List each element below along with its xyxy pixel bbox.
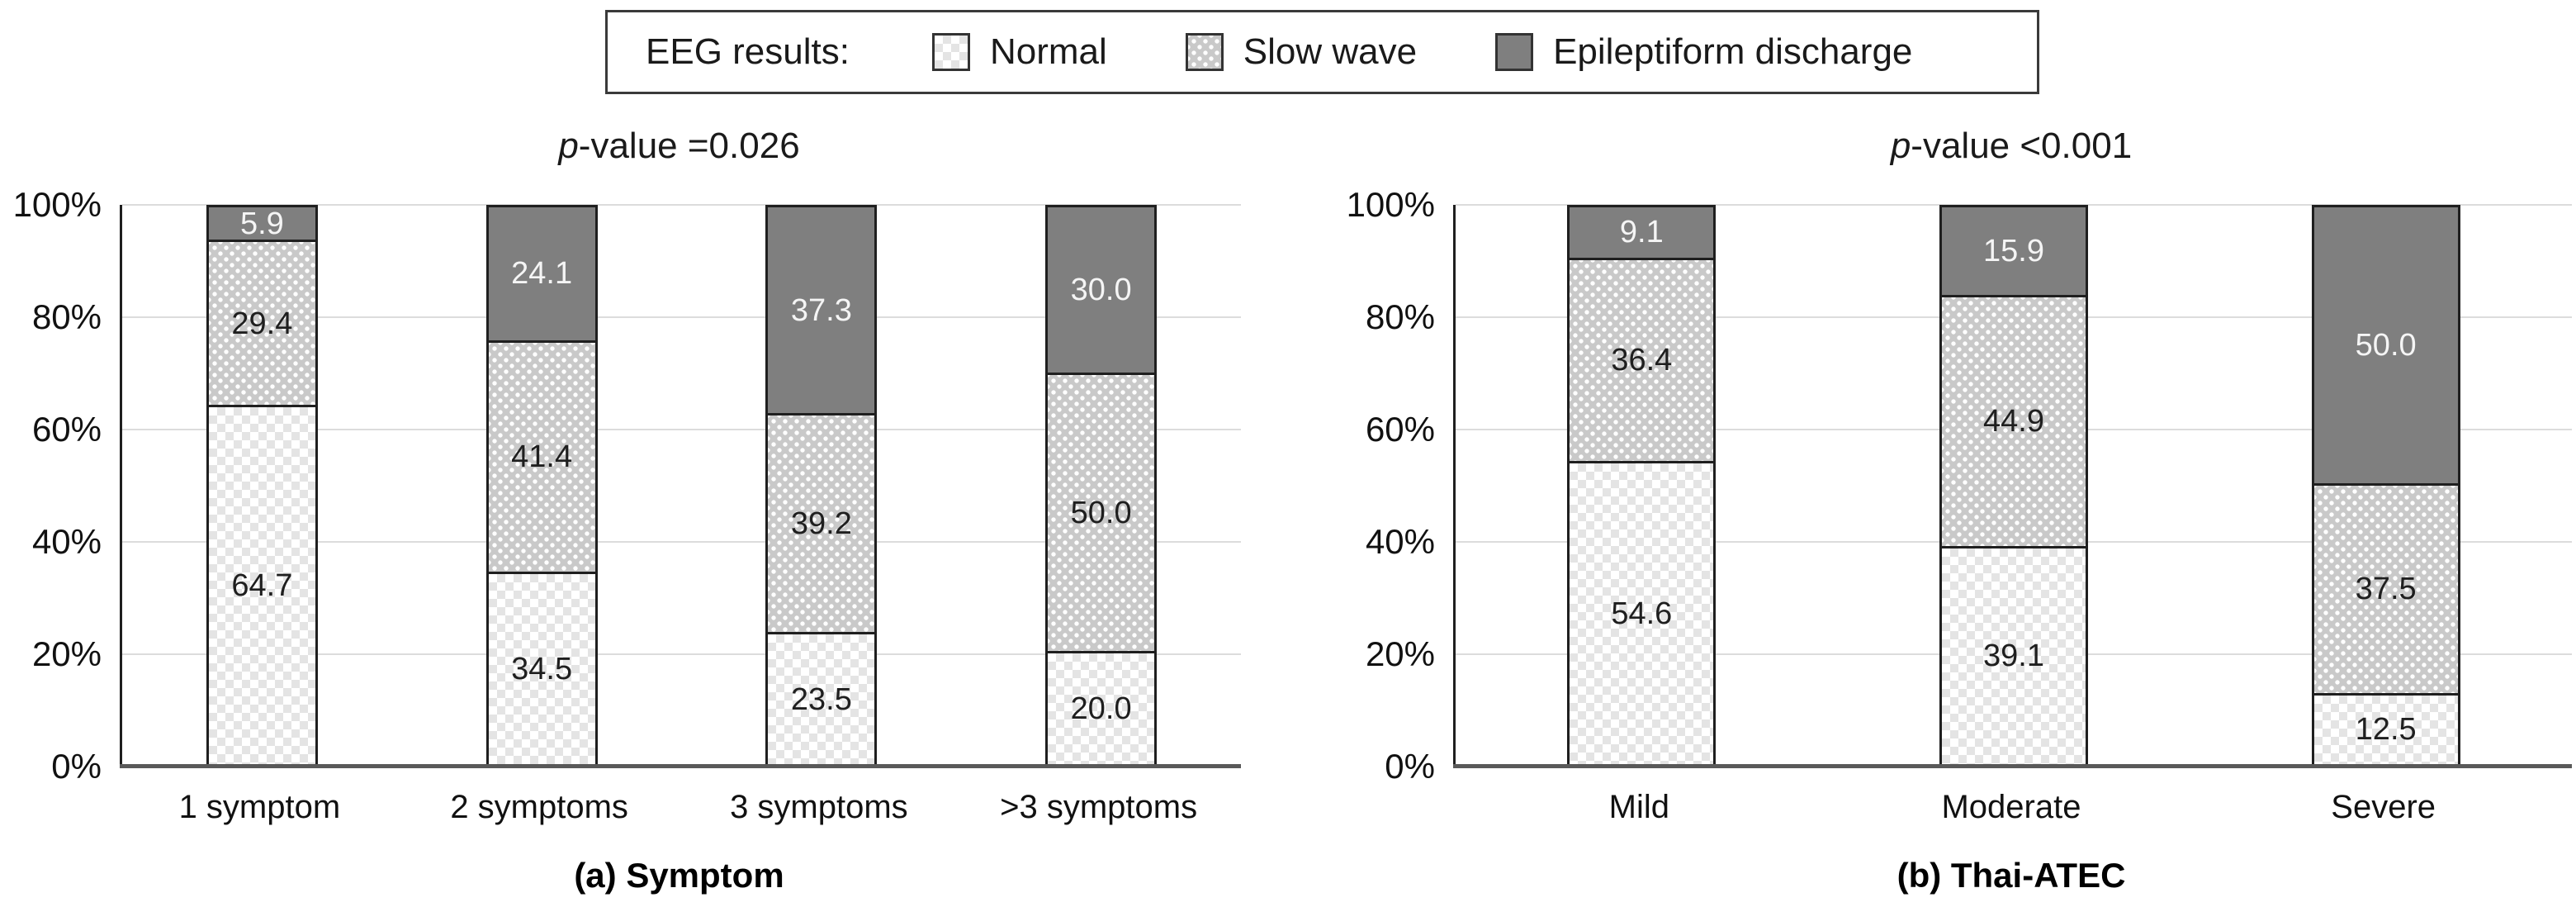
y-axis-tick-label: 80% (1365, 297, 1435, 336)
y-axis-tick-label: 80% (31, 297, 102, 336)
y-axis-tick-label: 20% (1365, 634, 1435, 673)
chart-caption: (b) Thai-ATEC (1896, 856, 2126, 895)
gridline (122, 316, 1241, 318)
bar-segment-normal: 34.5 (485, 571, 598, 767)
legend-title: EEG results: (646, 31, 850, 72)
legend-item-epileptiform-discharge: Epileptiform discharge (1495, 31, 1912, 73)
segment-value-label: 39.2 (790, 506, 852, 542)
chart-caption: (a) Symptom (574, 856, 784, 895)
bar-segment-epileptiform-discharge: 50.0 (2311, 205, 2460, 483)
segment-value-label: 50.0 (2355, 328, 2417, 363)
gridline (122, 204, 1241, 206)
segment-value-label: 44.9 (1983, 404, 2044, 439)
plot-area: 5.9 29.4 64.7 24.1 41.4 34.5 37.3 39.2 23.5 30.0 5… (120, 204, 1241, 768)
bar-segment-slow-wave: 50.0 (1045, 373, 1158, 652)
segment-value-label: 9.1 (1619, 215, 1664, 250)
x-axis-category-label: 3 symptoms (730, 789, 908, 825)
y-axis-tick-label: 60% (1365, 410, 1435, 449)
segment-value-label: 20.0 (1070, 691, 1132, 727)
x-axis-category-label: >3 symptoms (1000, 789, 1198, 825)
segment-value-label: 54.6 (1611, 596, 1673, 631)
legend-swatch-normal (931, 33, 970, 71)
bar-mild: 9.1 36.4 54.6 (1567, 205, 1717, 767)
segment-value-label: 36.4 (1611, 343, 1673, 378)
x-axis-category-label: Moderate (1941, 789, 2081, 825)
y-axis-tick-label: 60% (31, 410, 102, 449)
p-value-label: p-value <0.001 (1453, 126, 2569, 170)
axis-baseline (120, 764, 1241, 768)
bar-segment-slow-wave: 37.5 (2311, 483, 2460, 693)
bar-segment-normal: 23.5 (765, 632, 878, 767)
bar-segment-epileptiform-discharge: 37.3 (765, 205, 878, 414)
segment-value-label: 15.9 (1983, 234, 2044, 269)
chart-symptom: p-value =0.026 5.9 29.4 64.7 24.1 41.4 34.5 37… (12, 126, 1241, 895)
bar-severe: 50.0 37.5 12.5 (2311, 205, 2460, 767)
segment-value-label: 64.7 (231, 567, 293, 603)
bar-segment-epileptiform-discharge: 5.9 (206, 205, 318, 240)
bar-2-symptoms: 24.1 41.4 34.5 (485, 205, 598, 767)
p-value-italic: p (1890, 126, 1911, 166)
legend-label-slow-wave: Slow wave (1243, 31, 1418, 72)
p-value-italic: p (558, 126, 579, 166)
legend-item-slow-wave: Slow wave (1185, 31, 1418, 73)
y-axis-tick-label: 40% (31, 522, 102, 561)
legend-label-normal: Normal (989, 31, 1107, 72)
bar-3-symptoms: 30.0 50.0 20.0 (1045, 205, 1158, 767)
segment-value-label: 5.9 (239, 206, 284, 240)
y-axis-tick-label: 0% (51, 747, 102, 786)
legend-swatch-epileptiform-discharge (1495, 33, 1534, 71)
bar-3-symptoms: 37.3 39.2 23.5 (765, 205, 878, 767)
p-value-text: -value =0.026 (578, 126, 800, 166)
segment-value-label: 12.5 (2355, 712, 2417, 748)
bar-segment-normal: 12.5 (2311, 692, 2460, 767)
bar-1-symptom: 5.9 29.4 64.7 (206, 205, 318, 767)
segment-value-label: 37.3 (790, 292, 852, 328)
x-axis-category-label: 1 symptom (178, 789, 341, 825)
plot-area: 9.1 36.4 54.6 15.9 44.9 39.1 50.0 37.5 12.5 (1453, 204, 2572, 768)
p-value-label: p-value =0.026 (120, 126, 1238, 170)
y-axis-tick-label: 100% (1346, 185, 1435, 224)
bar-segment-normal: 64.7 (206, 404, 318, 767)
bar-segment-epileptiform-discharge: 9.1 (1567, 205, 1717, 258)
legend-label-epileptiform-discharge: Epileptiform discharge (1553, 31, 1913, 72)
bar-segment-slow-wave: 36.4 (1567, 257, 1717, 461)
segment-value-label: 24.1 (511, 256, 573, 292)
x-axis-category-label: Mild (1608, 789, 1669, 825)
legend-item-normal: Normal (931, 31, 1107, 73)
segment-value-label: 41.4 (511, 439, 573, 475)
y-axis-tick-label: 20% (31, 634, 102, 673)
gridline (122, 429, 1241, 430)
bar-segment-slow-wave: 39.2 (765, 413, 878, 633)
p-value-text: -value <0.001 (1911, 126, 2133, 166)
bar-segment-normal: 39.1 (1939, 545, 2088, 767)
chart-thai-atec: p-value <0.001 9.1 36.4 54.6 15.9 44.9 39.1 50… (1288, 0, 2576, 907)
bar-segment-slow-wave: 41.4 (485, 340, 598, 572)
x-axis-category-label: Severe (2331, 789, 2436, 825)
segment-value-label: 23.5 (790, 681, 852, 717)
segment-value-label: 34.5 (511, 651, 573, 686)
bar-segment-epileptiform-discharge: 15.9 (1939, 205, 2088, 296)
gridline (122, 541, 1241, 543)
segment-value-label: 29.4 (231, 306, 293, 341)
x-axis-category-label: 2 symptoms (450, 789, 628, 825)
legend: EEG results: Normal Slow wave Epileptifo… (605, 10, 2039, 94)
y-axis-tick-label: 0% (1385, 747, 1435, 786)
bar-moderate: 15.9 44.9 39.1 (1939, 205, 2088, 767)
bar-segment-slow-wave: 44.9 (1939, 295, 2088, 546)
y-axis-tick-label: 40% (1365, 522, 1435, 561)
bar-segment-normal: 54.6 (1567, 460, 1717, 767)
segment-value-label: 30.0 (1070, 273, 1132, 308)
bar-segment-epileptiform-discharge: 24.1 (485, 205, 598, 340)
gridline (122, 653, 1241, 655)
segment-value-label: 39.1 (1983, 639, 2044, 674)
bar-segment-normal: 20.0 (1045, 651, 1158, 767)
bar-segment-slow-wave: 29.4 (206, 240, 318, 405)
axis-baseline (1453, 764, 2572, 768)
segment-value-label: 50.0 (1070, 496, 1132, 531)
legend-swatch-slow-wave (1185, 33, 1224, 71)
y-axis-tick-label: 100% (12, 185, 102, 224)
segment-value-label: 37.5 (2355, 572, 2417, 607)
bar-segment-epileptiform-discharge: 30.0 (1045, 205, 1158, 373)
